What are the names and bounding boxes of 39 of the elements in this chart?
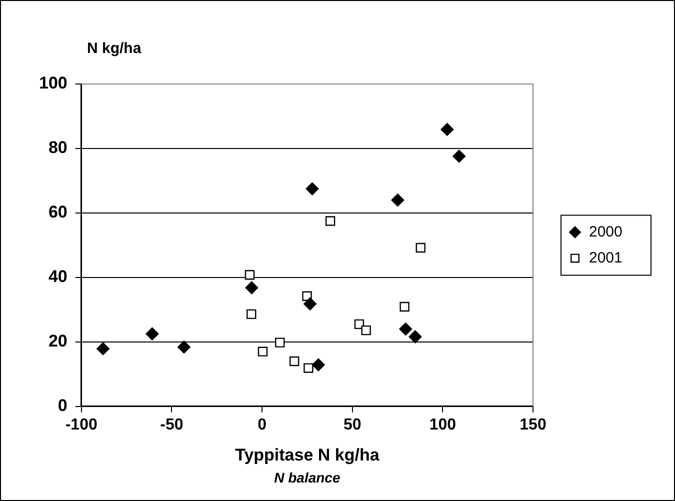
x-tick-label: 100	[429, 416, 456, 434]
x-tick-label: 0	[258, 416, 267, 434]
y-tick-label: 20	[48, 332, 68, 351]
point	[400, 302, 410, 312]
point	[306, 182, 319, 196]
y-tick-label: 60	[48, 202, 68, 222]
point	[244, 270, 255, 280]
legend-label: 2000	[589, 223, 622, 240]
x-tick-label: 50	[343, 416, 362, 434]
point	[440, 122, 454, 136]
point	[290, 356, 300, 366]
point	[245, 281, 258, 294]
point	[258, 346, 268, 356]
x-axis-title: Typpitase N kg/ha	[235, 445, 380, 464]
y-tick-label: 0	[58, 396, 68, 416]
x-tick-label: -50	[160, 416, 184, 434]
legend-label: 2001	[589, 249, 622, 266]
point	[416, 242, 426, 253]
point	[312, 358, 325, 372]
point	[304, 297, 317, 310]
x-tick-label: 150	[520, 416, 546, 434]
y-tick-label: 80	[48, 138, 68, 158]
y-axis-title: N kg/ha	[87, 40, 142, 58]
point	[391, 194, 404, 207]
y-tick-label: 40	[48, 267, 68, 286]
point	[96, 342, 110, 356]
point	[399, 322, 412, 336]
point	[361, 325, 371, 336]
point	[177, 340, 190, 354]
y-tick-label: 100	[38, 74, 68, 93]
point	[304, 363, 314, 373]
x-tick-label: -100	[65, 416, 98, 434]
point	[246, 309, 256, 320]
point	[408, 330, 422, 344]
text: N balance	[274, 469, 340, 486]
point	[452, 150, 466, 163]
point	[275, 338, 285, 348]
point	[325, 216, 336, 226]
point	[146, 327, 159, 340]
